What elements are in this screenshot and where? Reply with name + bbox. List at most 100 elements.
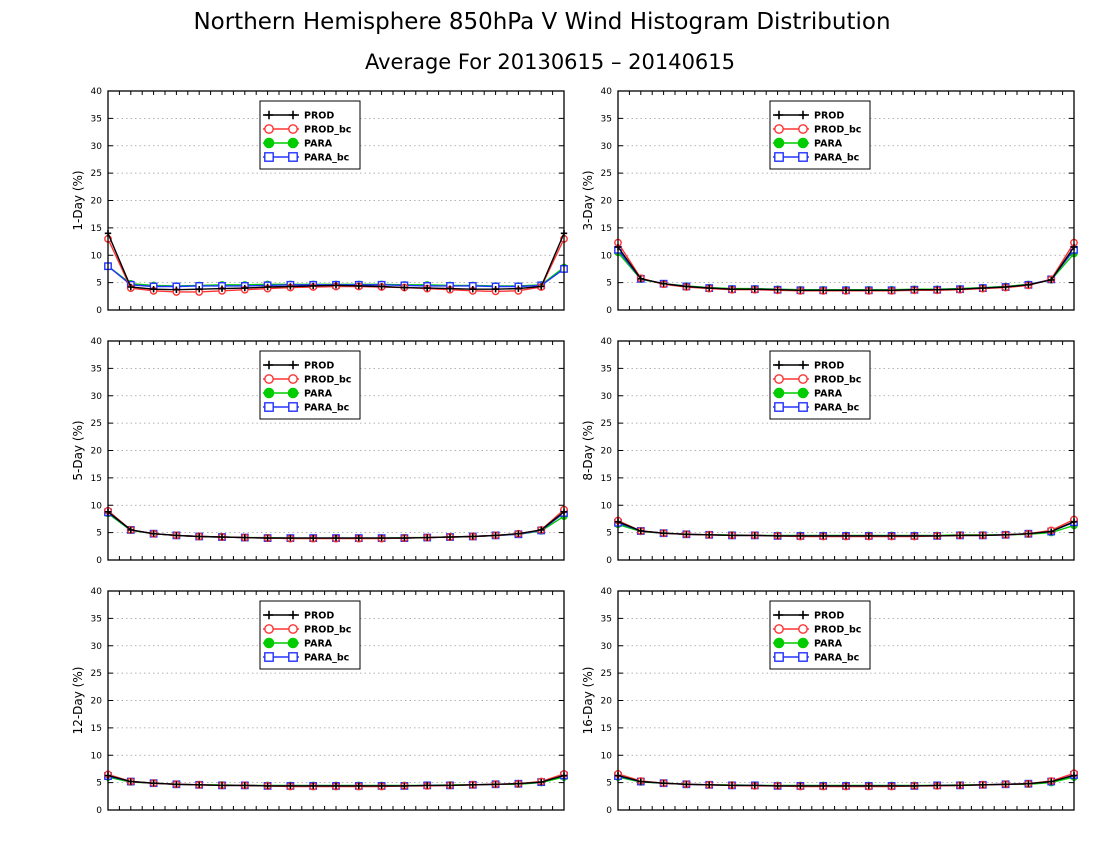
y-tick-label: 15 — [91, 724, 102, 734]
legend-marker-right — [798, 110, 808, 120]
data-point — [660, 779, 667, 787]
series-prod — [614, 772, 1078, 790]
y-tick-label: 15 — [601, 474, 612, 484]
y-tick-label: 30 — [601, 642, 613, 652]
legend-marker-right — [288, 152, 298, 162]
data-point — [492, 285, 499, 293]
data-point — [637, 275, 644, 282]
legend: PROD PROD_bc PARA PARA_bc — [769, 350, 871, 420]
y-tick-label: 0 — [606, 306, 612, 316]
data-point — [401, 534, 408, 542]
legend-label: PARA — [814, 389, 843, 400]
legend-entry: PROD — [263, 361, 334, 372]
plot-frame — [107, 90, 565, 311]
data-point — [774, 782, 781, 790]
y-tick-label: 0 — [96, 556, 102, 566]
data-point — [979, 781, 986, 789]
data-point — [751, 285, 758, 293]
y-tick-label: 10 — [91, 251, 103, 261]
chart-panel: 0 5 10 15 20 25 30 35 40 3-Day (%) PROD PROD_bc PARA… — [581, 87, 1078, 316]
data-point — [378, 534, 385, 542]
legend-marker-right — [798, 652, 808, 662]
y-axis-label: 1-Day (%) — [71, 170, 85, 230]
data-point — [264, 283, 271, 291]
data-point — [820, 782, 827, 790]
legend-marker-right — [288, 624, 298, 634]
legend-marker-left — [774, 610, 784, 620]
data-point — [1025, 281, 1032, 289]
legend-marker-right — [798, 402, 808, 412]
chart-panel: 0 5 10 15 20 25 30 35 40 16-Day (%) PROD PROD_bc PAR… — [581, 587, 1078, 816]
y-tick-label: 35 — [91, 364, 102, 374]
data-point — [911, 782, 918, 790]
data-point — [424, 534, 431, 541]
data-point — [706, 284, 713, 292]
legend-label: PARA_bc — [304, 403, 349, 414]
y-tick-label: 40 — [601, 337, 613, 347]
legend-marker-left — [774, 124, 784, 134]
y-tick-label: 25 — [601, 169, 612, 179]
legend-label: PROD_bc — [304, 625, 351, 636]
legend-entry: PARA — [773, 137, 843, 150]
legend-marker-left — [774, 652, 784, 662]
data-point — [287, 782, 294, 790]
legend-label: PROD_bc — [304, 375, 351, 386]
legend-entry: PARA — [773, 637, 843, 650]
y-tick-label: 20 — [91, 197, 103, 207]
data-point — [401, 284, 408, 291]
legend-entry: PROD_bc — [773, 624, 861, 636]
y-tick-label: 30 — [91, 392, 103, 402]
data-point — [956, 285, 964, 293]
data-point — [469, 533, 476, 540]
data-point — [865, 782, 872, 790]
data-point — [469, 285, 476, 293]
y-tick-label: 15 — [601, 724, 612, 734]
data-point — [637, 527, 644, 535]
legend-entry: PROD — [773, 361, 844, 372]
y-tick-label: 40 — [601, 587, 613, 597]
data-point — [538, 283, 545, 290]
y-tick-label: 15 — [601, 224, 612, 234]
legend-label: PARA — [304, 389, 333, 400]
legend-label: PROD_bc — [304, 125, 351, 136]
data-point — [287, 283, 294, 290]
y-tick-label: 25 — [91, 669, 102, 679]
data-point — [150, 779, 157, 787]
y-tick-label: 35 — [601, 364, 612, 374]
legend-label: PROD — [814, 111, 844, 122]
y-tick-label: 25 — [91, 169, 102, 179]
data-point — [196, 781, 203, 789]
legend-marker-left — [264, 610, 274, 620]
data-point — [264, 782, 271, 790]
legend-marker-left — [264, 152, 274, 162]
data-point — [446, 533, 454, 541]
series-prod — [104, 230, 568, 293]
y-tick-label: 5 — [96, 279, 102, 289]
legend-entry: PROD_bc — [263, 624, 351, 636]
legend-marker-right — [288, 124, 298, 134]
panels-group: 0 5 10 15 20 25 30 35 40 1-Day (%) PROD PROD_bc PARA… — [71, 87, 1078, 816]
data-point — [865, 287, 872, 294]
plot-frame — [107, 590, 565, 811]
legend-marker-right — [288, 360, 298, 370]
legend-label: PROD — [814, 611, 844, 622]
legend-marker-left — [773, 387, 785, 399]
data-point — [150, 530, 157, 537]
data-point — [751, 532, 758, 539]
y-tick-label: 5 — [96, 779, 102, 789]
legend-label: PARA — [814, 639, 843, 650]
legend-marker-right — [797, 387, 809, 399]
legend: PROD PROD_bc PARA PARA_bc — [259, 100, 361, 170]
data-point — [127, 283, 134, 291]
legend-entry: PARA — [263, 637, 333, 650]
data-point — [515, 780, 522, 787]
y-tick-label: 0 — [96, 306, 102, 316]
data-point — [241, 284, 248, 292]
data-point — [332, 282, 340, 289]
figure-subtitle: Average For 20130615 – 20140615 — [365, 50, 735, 74]
legend-marker-left — [773, 137, 785, 149]
series-prod — [614, 243, 1078, 294]
data-point — [196, 533, 203, 540]
legend-marker-right — [288, 402, 298, 412]
